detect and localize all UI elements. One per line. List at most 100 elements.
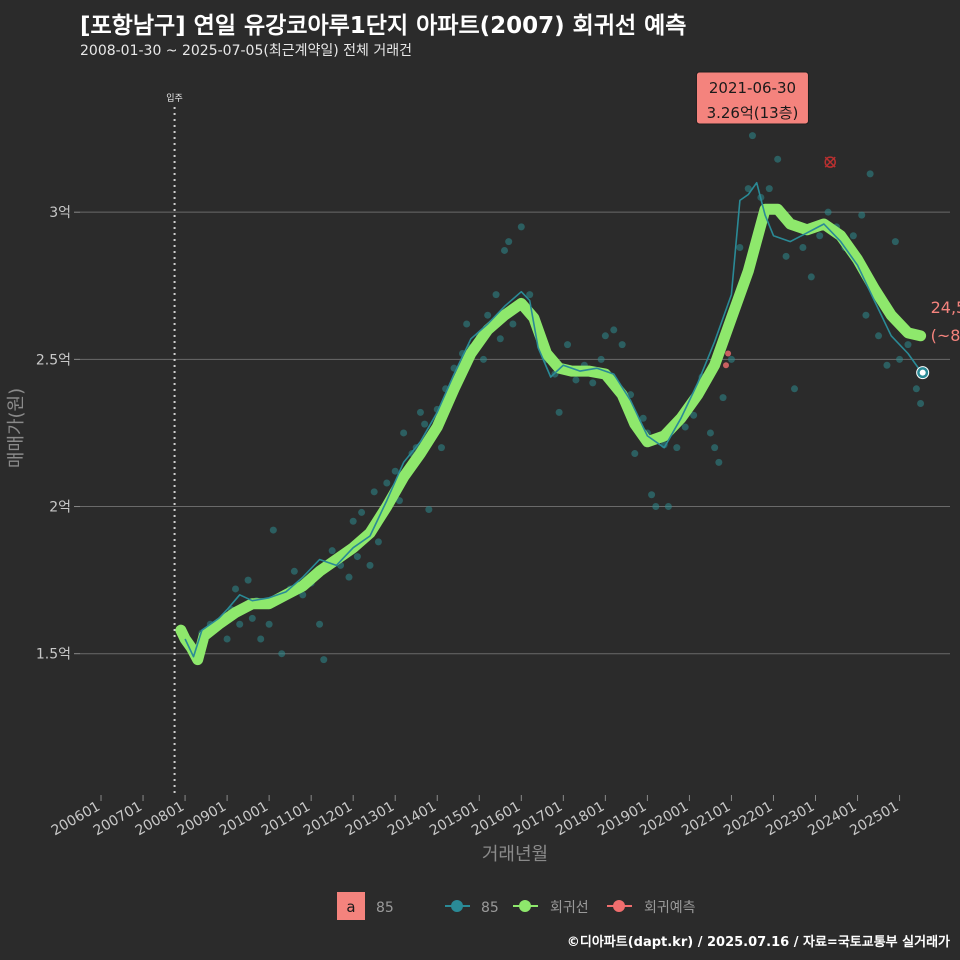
transaction-point <box>509 320 517 328</box>
forecast-point <box>722 362 729 369</box>
transaction-point <box>715 458 723 466</box>
transaction-point <box>807 273 815 281</box>
forecast-points <box>722 156 836 369</box>
forecast-point-cross <box>824 156 836 168</box>
transaction-point <box>437 444 445 452</box>
transaction-point <box>706 429 714 437</box>
max-price-callout-box <box>695 71 809 125</box>
move-in-label: 입주 <box>166 92 183 104</box>
y-axis-title: 매매가(원) <box>6 388 27 468</box>
transaction-point <box>765 185 773 193</box>
transaction-point <box>421 420 429 428</box>
transaction-point <box>505 238 513 246</box>
move-in-marker: 입주 <box>166 92 183 795</box>
transaction-point <box>782 252 790 260</box>
transaction-point <box>883 361 891 369</box>
transaction-point <box>652 503 660 511</box>
transaction-point <box>316 620 324 628</box>
transaction-point <box>496 335 504 343</box>
legend-85-label: 85 <box>481 900 499 916</box>
transaction-point <box>290 567 298 575</box>
transaction-point <box>858 211 866 219</box>
callout-price: 3.26억(13층) <box>707 104 799 122</box>
transaction-point <box>374 538 382 546</box>
transaction-point <box>866 170 874 178</box>
transaction-point <box>526 291 534 299</box>
transaction-point <box>891 238 899 246</box>
transaction-point <box>601 332 609 340</box>
transaction-point <box>917 400 925 408</box>
legend-forecast-marker <box>613 900 625 912</box>
transaction-point <box>744 185 752 193</box>
legend-key-letter: a <box>346 898 355 916</box>
grid-lines <box>80 211 950 655</box>
transaction-point <box>500 246 508 254</box>
legend: a 85 85 회귀선 회귀예측 <box>337 892 696 920</box>
transaction-point <box>391 467 399 475</box>
transaction-point <box>416 408 424 416</box>
transaction-point <box>278 650 286 658</box>
transaction-point <box>232 585 240 593</box>
transaction-point <box>564 341 572 349</box>
transaction-point <box>223 635 231 643</box>
transaction-point <box>358 508 366 516</box>
transaction-point <box>610 326 618 334</box>
x-axis-title: 거래년월 <box>482 844 548 865</box>
transaction-point <box>328 547 336 555</box>
transaction-point <box>353 553 361 561</box>
transaction-point <box>875 332 883 340</box>
transaction-point <box>673 444 681 452</box>
transaction-point <box>816 232 824 240</box>
transaction-point <box>719 394 727 402</box>
series-85-line <box>184 181 924 658</box>
transaction-point <box>597 355 605 363</box>
transaction-point <box>799 244 807 251</box>
transaction-point <box>395 497 403 505</box>
transaction-point <box>862 311 870 319</box>
legend-regression-marker <box>519 900 531 912</box>
series-lines <box>175 181 927 666</box>
forecast-point <box>824 156 836 168</box>
annotations: 24,540 (~85㎡) 2021-06-30 3.26억(13층) <box>695 71 960 380</box>
transaction-point <box>244 576 252 584</box>
transaction-point <box>265 620 273 628</box>
x-axis-ticks: 2006012007012008012009012010012011012012… <box>49 795 902 839</box>
y-tick-label: 3억 <box>49 205 71 221</box>
transaction-point <box>320 656 328 664</box>
transaction-point <box>400 429 408 437</box>
transaction-point <box>774 155 782 163</box>
chart-subtitle: 2008-01-30 ~ 2025-07-05(최근계약일) 전체 거래건 <box>80 43 412 59</box>
legend-key-box <box>337 892 365 920</box>
end-price-label: 24,540 <box>931 298 960 317</box>
transaction-point <box>345 573 353 581</box>
credit-text: ©디아파트(dapt.kr) / 2025.07.16 / 자료=국토교통부 실… <box>566 935 950 950</box>
transaction-point <box>383 479 391 487</box>
callout-date: 2021-06-30 <box>709 79 796 97</box>
transaction-point <box>711 444 719 452</box>
regression-line <box>175 203 927 666</box>
transaction-point <box>849 232 857 240</box>
transaction-point <box>824 208 832 216</box>
y-axis-ticks: 1.5억 2억 2.5억 3억 <box>36 205 80 663</box>
chart-title: [포항남구] 연일 유강코아루1단지 아파트(2007) 회귀선 예측 <box>80 13 687 39</box>
transaction-point <box>727 355 735 363</box>
transaction-point <box>366 561 374 569</box>
transaction-point <box>690 411 698 419</box>
transaction-point <box>425 505 433 513</box>
transaction-point <box>555 408 563 416</box>
transaction-point <box>904 341 912 349</box>
transaction-point <box>370 488 378 496</box>
transaction-point <box>349 517 357 525</box>
transaction-point <box>618 341 626 349</box>
forecast-point <box>725 350 732 357</box>
transaction-point <box>269 526 277 534</box>
legend-regression-label: 회귀선 <box>550 900 589 916</box>
transaction-point <box>236 620 244 628</box>
scatter-points <box>198 132 925 664</box>
transaction-point <box>631 450 639 458</box>
transaction-point <box>479 355 487 363</box>
transaction-point <box>589 379 597 387</box>
transaction-point <box>896 355 904 363</box>
transaction-point <box>492 291 500 299</box>
